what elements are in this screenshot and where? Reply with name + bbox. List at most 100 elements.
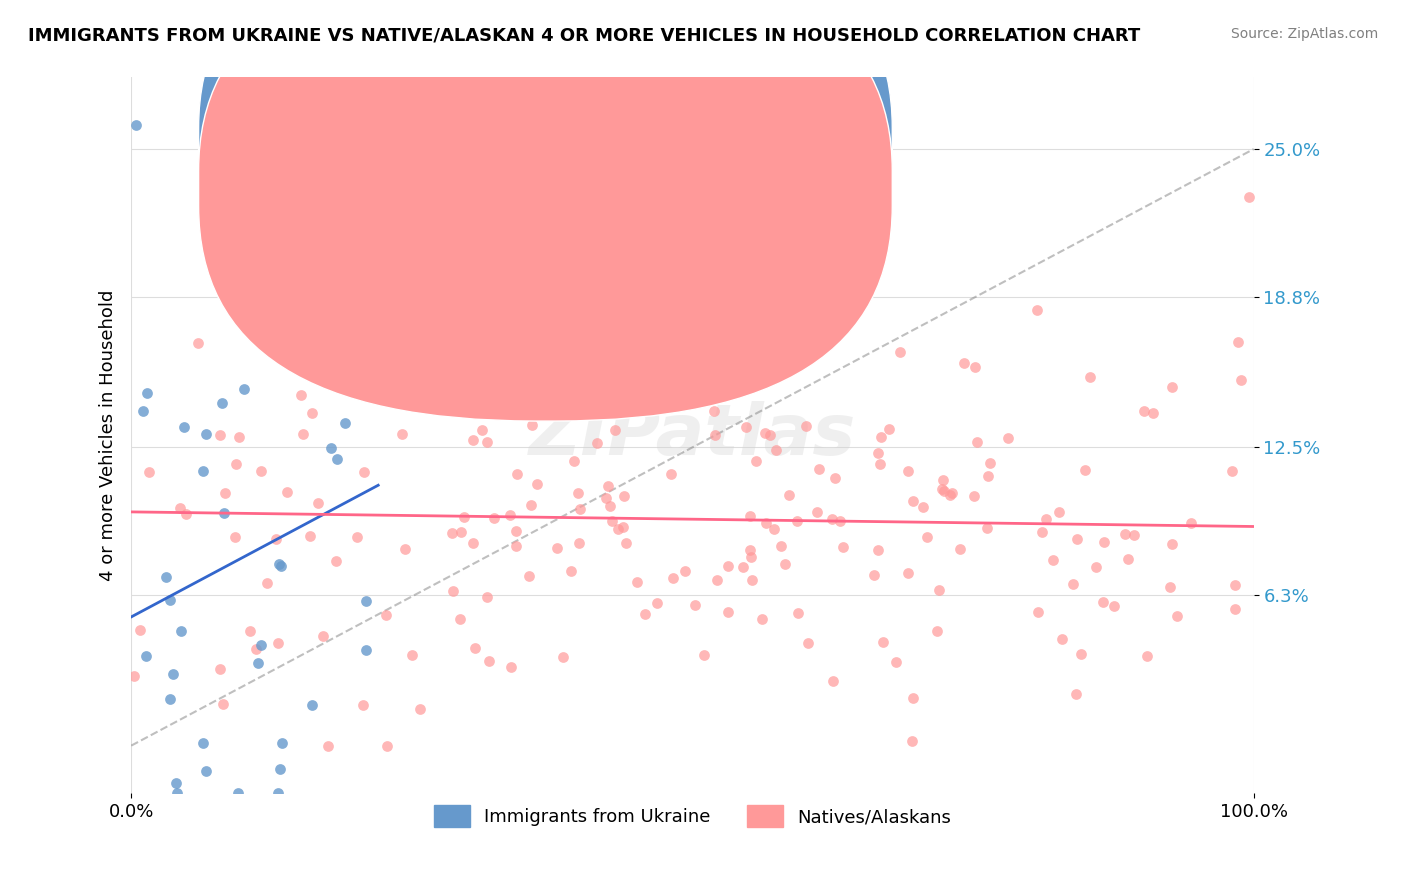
Point — [269, 762, 291, 776]
Point — [600, 514, 623, 528]
Point — [966, 435, 988, 450]
Point — [461, 535, 484, 549]
Point — [295, 309, 318, 323]
Point — [659, 467, 682, 481]
Point — [301, 407, 323, 421]
Point — [925, 624, 948, 639]
Point — [1026, 605, 1049, 619]
Point — [751, 612, 773, 626]
Point — [215, 293, 238, 307]
Text: ZIPatlas: ZIPatlas — [529, 401, 856, 470]
Point — [211, 396, 233, 410]
Point — [209, 661, 232, 675]
Point — [586, 436, 609, 450]
Point — [762, 522, 785, 536]
Point — [1073, 463, 1095, 477]
Point — [706, 574, 728, 588]
Point — [174, 507, 197, 521]
Point — [250, 464, 273, 478]
Point — [717, 605, 740, 619]
Point — [1166, 609, 1188, 624]
Point — [325, 554, 347, 568]
Point — [1161, 537, 1184, 551]
Point — [673, 564, 696, 578]
Point — [212, 697, 235, 711]
Point — [159, 691, 181, 706]
Point — [1084, 560, 1107, 574]
Point — [132, 404, 155, 418]
Point — [979, 456, 1001, 470]
Point — [264, 533, 287, 547]
Point — [765, 442, 787, 457]
Point — [401, 648, 423, 662]
Point — [963, 359, 986, 374]
Point — [741, 573, 763, 587]
Point — [1026, 303, 1049, 318]
Point — [239, 624, 262, 638]
Point — [478, 654, 501, 668]
Point — [122, 669, 145, 683]
Point — [773, 280, 796, 294]
Point — [953, 356, 976, 370]
Point — [742, 301, 765, 315]
Point — [977, 469, 1000, 483]
Point — [866, 446, 889, 460]
Point — [553, 650, 575, 665]
Point — [228, 430, 250, 444]
Point — [193, 464, 215, 478]
Point — [1132, 403, 1154, 417]
Point — [1080, 369, 1102, 384]
Point — [1237, 190, 1260, 204]
Point — [976, 521, 998, 535]
Point — [359, 318, 381, 333]
Point — [877, 422, 900, 436]
Point — [703, 404, 725, 418]
Point — [884, 655, 907, 669]
Y-axis label: 4 or more Vehicles in Household: 4 or more Vehicles in Household — [100, 290, 117, 581]
Point — [195, 764, 218, 778]
Point — [1102, 599, 1125, 613]
Point — [588, 396, 610, 410]
Point — [901, 691, 924, 706]
Point — [1225, 578, 1247, 592]
Point — [409, 702, 432, 716]
Point — [997, 431, 1019, 445]
Point — [820, 512, 842, 526]
Point — [866, 542, 889, 557]
Point — [517, 569, 540, 583]
Point — [911, 500, 934, 514]
Point — [298, 529, 321, 543]
Point — [901, 734, 924, 748]
Point — [595, 491, 617, 505]
Point — [568, 536, 591, 550]
Point — [963, 489, 986, 503]
Point — [165, 776, 187, 790]
Point — [863, 567, 886, 582]
Point — [769, 539, 792, 553]
Point — [1042, 553, 1064, 567]
Point — [271, 736, 294, 750]
Point — [1229, 373, 1251, 387]
Point — [938, 488, 960, 502]
Point — [307, 496, 329, 510]
Point — [560, 564, 582, 578]
Point — [377, 739, 399, 753]
Point — [717, 559, 740, 574]
Point — [755, 516, 778, 531]
Point — [941, 486, 963, 500]
Point — [475, 590, 498, 604]
Point — [195, 426, 218, 441]
Point — [354, 643, 377, 657]
Point — [740, 550, 762, 565]
Point — [505, 540, 527, 554]
Point — [787, 606, 810, 620]
Point — [125, 118, 148, 132]
Point — [870, 430, 893, 444]
Point — [797, 636, 820, 650]
Point — [169, 624, 191, 639]
Point — [135, 649, 157, 664]
Point — [191, 736, 214, 750]
Point — [808, 462, 831, 476]
Point — [266, 786, 288, 800]
Point — [326, 452, 349, 467]
